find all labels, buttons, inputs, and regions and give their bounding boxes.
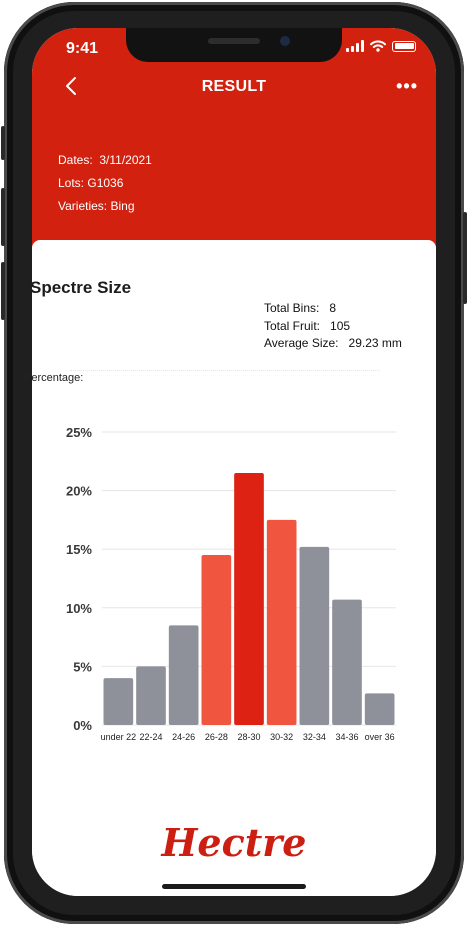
volume-up-button: [1, 188, 5, 246]
bar-28-30: [234, 473, 264, 725]
home-indicator: [162, 884, 306, 889]
wifi-icon: [370, 40, 386, 52]
y-tick-label: 15%: [66, 542, 92, 557]
x-tick-label: 30-32: [270, 732, 293, 742]
size-distribution-chart: 0% 5% 10% 15% 20% 25% under 22 22-24 24-26 26-28 2…: [66, 425, 396, 742]
y-tick-label: 5%: [73, 659, 92, 674]
back-button[interactable]: [60, 74, 84, 98]
average-size-label: Average Size:: [264, 336, 339, 350]
y-tick-label: 10%: [66, 601, 92, 616]
hectre-logo: Hectre: [161, 820, 307, 865]
more-dots-icon: •••: [396, 76, 418, 96]
x-tick-label: 26-28: [205, 732, 228, 742]
x-tick-label: 32-34: [303, 732, 326, 742]
varieties-label: Varieties:: [58, 199, 108, 213]
status-icons: [346, 40, 416, 52]
total-bins-label: Total Bins:: [264, 301, 320, 315]
stat-total-fruit: Total Fruit: 105: [264, 319, 350, 333]
stat-average-size: Average Size: 29.23 mm: [264, 336, 402, 350]
cellular-signal-icon: [346, 40, 364, 52]
x-tick-label: 22-24: [139, 732, 162, 742]
notch: [126, 28, 342, 62]
lots-value: G1036: [87, 176, 124, 190]
x-tick-label: 24-26: [172, 732, 195, 742]
bar-30-32: [266, 519, 297, 725]
x-tick-label: under 22: [101, 732, 137, 742]
chevron-left-icon: [66, 77, 76, 95]
power-button: [463, 212, 467, 304]
bar-34-36: [332, 599, 362, 725]
average-size-value: 29.23 mm: [348, 336, 402, 350]
varieties-value: Bing: [110, 199, 135, 213]
volume-down-button: [1, 262, 5, 320]
result-header: [32, 28, 436, 250]
bar-under-22: [103, 678, 134, 725]
bar-26-28: [201, 555, 232, 725]
stat-total-bins: Total Bins: 8: [264, 301, 336, 315]
chart-percentage-label: Percentage:: [24, 372, 84, 384]
y-tick-label: 0%: [73, 718, 92, 733]
page-title: RESULT: [201, 78, 267, 95]
bar-24-26: [168, 625, 199, 725]
total-fruit-value: 105: [330, 319, 351, 333]
x-tick-label: over 36: [365, 732, 395, 742]
speaker: [208, 38, 260, 44]
x-tick-label: 34-36: [335, 732, 358, 742]
info-varieties: Varieties: Bing: [58, 199, 135, 213]
dates-label: Dates:: [58, 153, 93, 167]
x-tick-label: 28-30: [237, 732, 260, 742]
section-title: Spectre Size: [30, 278, 132, 297]
bar-22-24: [136, 666, 166, 725]
info-dates: Dates: 3/11/2021: [58, 153, 152, 167]
status-time: 9:41: [66, 40, 99, 57]
lots-label: Lots:: [58, 176, 85, 190]
battery-icon: [392, 40, 416, 52]
front-camera: [280, 36, 290, 46]
bar-32-34: [299, 546, 330, 725]
silent-switch: [1, 126, 5, 160]
total-fruit-label: Total Fruit:: [264, 319, 321, 333]
info-lots: Lots: G1036: [58, 176, 123, 190]
result-card: [32, 240, 436, 896]
total-bins-value: 8: [329, 301, 337, 315]
more-options-button[interactable]: •••: [396, 76, 418, 97]
app-screen: 9:41 RESULT ••• Dates: 3/11/2021 Lots: G…: [32, 28, 436, 896]
y-tick-label: 25%: [66, 425, 92, 440]
y-tick-label: 20%: [66, 484, 92, 499]
divider: [70, 370, 380, 371]
dates-value: 3/11/2021: [99, 153, 152, 167]
bar-over-36: [364, 693, 395, 725]
